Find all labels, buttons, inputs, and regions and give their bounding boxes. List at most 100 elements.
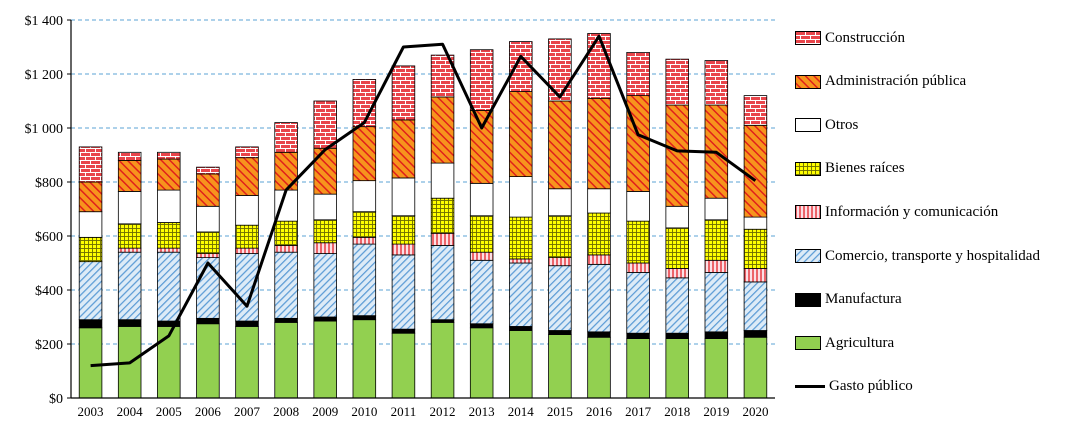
bar-segment [78,327,103,399]
bar-segment [704,60,729,106]
bar-segment [196,317,220,325]
legend-label: Agricultura [825,334,895,351]
legend-item: Comercio, transporte y hospitalidad [795,246,1040,266]
bar-segment [704,331,729,340]
x-tick-label: 2019 [703,404,729,419]
bar-segment [391,65,416,121]
legend-label: Administración pública [825,73,967,90]
bar-segment [587,336,611,399]
x-tick-label: 2017 [625,404,652,419]
bar-segment [587,212,611,256]
bar-segment [587,254,611,265]
legend-swatch [795,161,821,176]
bar-segment [626,338,650,399]
bar-segment [235,326,259,399]
bar-segment [548,215,572,258]
bar-segment [548,330,572,335]
bar-segment [157,247,181,253]
bar-segment [157,151,181,160]
bar-segment [587,263,611,333]
bar-segment [352,319,377,399]
bar-segment [704,338,729,399]
bar-segment [587,33,611,99]
bar-segment [743,281,768,331]
legend-item: Agricultura [795,333,894,353]
bar-segment [509,258,533,264]
bar-segment [352,211,377,238]
bar-segment [117,159,142,192]
legend-label: Bienes raíces [825,160,905,177]
y-tick-label: $600 [35,230,63,245]
y-tick-label: $0 [49,392,63,407]
bar-segment [469,259,494,325]
x-tick-label: 2011 [391,404,417,419]
bar-segment [743,336,768,399]
bar-segment [469,327,494,399]
legend-item: Construcción [795,28,905,48]
bar-segment [78,181,103,213]
bar-segment [743,228,768,269]
bar-segment [743,330,768,338]
bar-segment [196,205,220,233]
legend-item: Bienes raíces [795,159,905,179]
bar-segment [469,215,494,253]
bar-segment [352,126,377,182]
y-tick-label: $200 [35,338,63,353]
bar-segment [665,58,689,106]
bar-segment [78,211,103,238]
bar-segment [235,195,259,226]
bar-segment [274,220,298,246]
x-tick-label: 2018 [664,404,690,419]
bar-segment [117,223,142,249]
bar-segment [704,272,729,333]
legend-swatch [795,336,821,351]
bar-segment [469,49,494,111]
bar-segment [391,328,416,334]
bar-segment [78,261,103,321]
bar-segment [157,222,181,249]
bar-segment [626,191,650,222]
x-tick-label: 2009 [312,404,338,419]
bar-segment [587,188,611,214]
bar-segment [626,272,650,334]
gasto-publico-line [90,34,757,368]
bar-segment [665,338,689,399]
x-tick-label: 2014 [508,404,535,419]
bar-segment [157,251,181,322]
bar-segment [352,315,377,321]
bar-segment [196,231,220,254]
bar-segment [313,320,337,399]
bar-segment [313,242,337,254]
bar-segment [509,330,533,399]
bar-segment [117,247,142,253]
x-tick-label: 2008 [273,404,299,419]
bar-segment [117,191,142,225]
bar-segment [274,321,298,399]
bar-segment [665,277,689,334]
bar-segment [274,122,298,153]
bar-segment [157,189,181,223]
bar-segment [391,215,416,245]
bar-segment [313,193,337,221]
bar-segment [743,267,768,283]
bar-segment [548,265,572,331]
bar-segment [235,157,259,196]
bar-segment [509,326,533,331]
bar-segment [665,332,689,340]
bar-segment [196,173,220,207]
legend-label: Gasto público [829,378,913,395]
bar-segment [157,158,181,191]
bar-segment [78,319,103,329]
y-tick-label: $1 400 [25,14,64,29]
bar-segment [391,254,416,330]
bar-segment [391,332,416,399]
legend-swatch [795,249,821,263]
bar-segment [509,176,533,218]
bar-segment [235,224,259,249]
legend-line-swatch [795,385,825,389]
bar-segment [274,317,298,323]
bar-segment [587,331,611,338]
bar-segment [743,124,768,218]
legend-swatch [795,118,821,133]
bar-segment [743,95,768,126]
